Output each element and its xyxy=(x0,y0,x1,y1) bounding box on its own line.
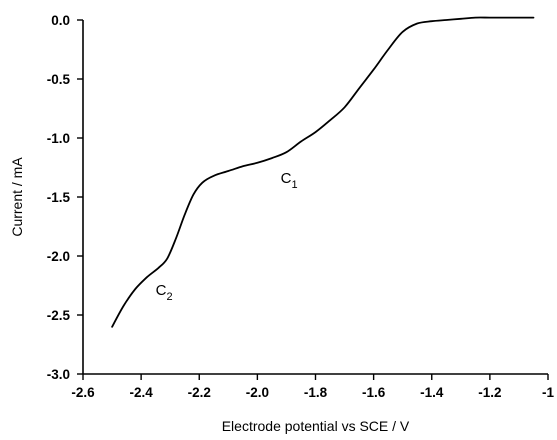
y-tick-label: -3.0 xyxy=(47,367,70,382)
y-tick-label: -1.5 xyxy=(47,190,71,205)
peak-label: C2 xyxy=(156,282,173,303)
x-tick-label: -2.2 xyxy=(188,385,211,400)
x-ticks: -2.6 -2.4 -2.2 -2.0 -1.8 -1.6 -1.4 -1.2 -1 xyxy=(71,374,554,400)
series-line xyxy=(111,16,535,328)
y-tick-label: -2.5 xyxy=(47,308,71,323)
axes xyxy=(82,20,548,375)
x-tick-label: -1.2 xyxy=(478,385,501,400)
x-tick-label: -1.6 xyxy=(362,385,386,400)
y-ticks: 0.0 -0.5 -1.0 -1.5 -2.0 -2.5 -3.0 xyxy=(47,13,83,382)
x-tick-label: -2.0 xyxy=(246,385,269,400)
x-tick-label: -1 xyxy=(542,385,554,400)
y-tick-label: 0.0 xyxy=(51,13,70,28)
peak-label: C1 xyxy=(281,170,298,191)
x-axis-title: Electrode potential vs SCE / V xyxy=(222,418,410,434)
y-axis-title: Current / mA xyxy=(9,157,25,237)
x-tick-label: -1.8 xyxy=(304,385,328,400)
y-tick-label: -0.5 xyxy=(47,72,71,87)
x-tick-label: -2.6 xyxy=(71,385,95,400)
y-tick-label: -1.0 xyxy=(47,131,70,146)
y-tick-label: -2.0 xyxy=(47,249,70,264)
x-tick-label: -1.4 xyxy=(420,385,444,400)
x-tick-label: -2.4 xyxy=(129,385,153,400)
